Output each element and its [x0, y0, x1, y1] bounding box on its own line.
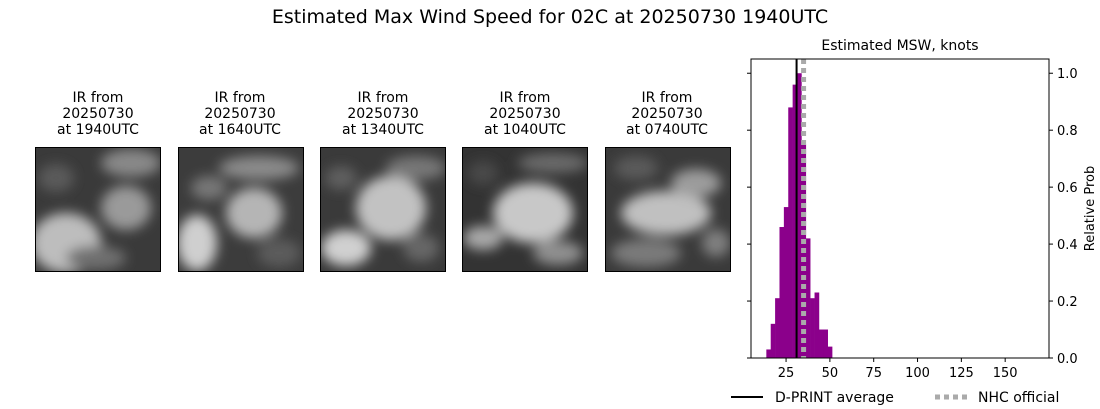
legend-label-nhc: NHC official	[978, 390, 1059, 406]
plot-frame	[750, 58, 1050, 359]
ir-panel-label-4: IR from 20250730 at 1040UTC	[455, 90, 595, 138]
histogram-bar	[805, 238, 811, 358]
x-tick-label: 100	[905, 366, 930, 381]
histogram-bar	[792, 84, 798, 358]
y-axis-ticks: 0.0 0.2 0.4 0.6 0.8 1.0	[747, 67, 1078, 367]
ir-label-time: at 1640UTC	[199, 122, 281, 138]
y-tick-label: 0.0	[1057, 352, 1078, 367]
y-tick-label: 0.4	[1057, 238, 1078, 253]
ir-label-line1: IR from	[214, 90, 266, 106]
chart-title: Estimated MSW, knots	[821, 38, 978, 54]
ir-label-line1: IR from	[641, 90, 693, 106]
histogram-bar	[827, 346, 833, 358]
histogram-bars	[766, 73, 833, 359]
y-tick-label: 0.2	[1057, 295, 1078, 310]
ir-label-date: 20250730	[62, 106, 134, 122]
histogram-bar	[775, 298, 780, 358]
y-axis-label: Relative Prob	[1083, 166, 1098, 251]
x-tick-label: 50	[822, 366, 839, 381]
x-tick-label: 125	[949, 366, 974, 381]
histogram-bar	[797, 73, 802, 358]
ir-image-4	[462, 147, 588, 272]
histogram-bar	[814, 292, 820, 358]
ir-image-1	[35, 147, 161, 272]
ir-label-date: 20250730	[631, 106, 703, 122]
reference-lines	[795, 59, 807, 358]
ir-panel-label-3: IR from 20250730 at 1340UTC	[313, 90, 453, 138]
ir-image-2	[178, 147, 304, 272]
histogram-bar	[779, 227, 785, 358]
x-tick-label: 25	[778, 366, 795, 381]
histogram-bar	[818, 329, 824, 358]
x-tick-label: 75	[865, 366, 882, 381]
y-tick-label: 1.0	[1057, 67, 1078, 82]
legend: D-PRINT average NHC official	[731, 390, 1059, 406]
histogram-bar	[770, 323, 776, 358]
ir-panel-label-5: IR from 20250730 at 0740UTC	[597, 90, 737, 138]
ir-label-date: 20250730	[489, 106, 561, 122]
ir-label-time: at 0740UTC	[626, 122, 708, 138]
histogram-bar	[810, 298, 815, 358]
ir-label-date: 20250730	[347, 106, 419, 122]
ir-image-5	[605, 147, 731, 272]
figure-title: Estimated Max Wind Speed for 02C at 2025…	[271, 6, 829, 28]
ir-image-3	[320, 147, 446, 272]
y-tick-label: 0.8	[1057, 124, 1078, 139]
ir-panel-label-1: IR from 20250730 at 1940UTC	[28, 90, 168, 138]
histogram-bar	[766, 349, 772, 358]
ir-label-time: at 1040UTC	[484, 122, 566, 138]
ir-label-line1: IR from	[357, 90, 409, 106]
x-axis-ticks: 25 50 75 100 125 150	[778, 358, 1018, 381]
histogram-bar	[788, 107, 793, 359]
ir-label-line1: IR from	[72, 90, 124, 106]
x-tick-label: 150	[993, 366, 1018, 381]
ir-panel-label-2: IR from 20250730 at 1640UTC	[170, 90, 310, 138]
ir-label-time: at 1940UTC	[57, 122, 139, 138]
histogram-bar	[823, 329, 828, 358]
ir-label-date: 20250730	[204, 106, 276, 122]
y-tick-label: 0.6	[1057, 181, 1078, 196]
ir-label-time: at 1340UTC	[342, 122, 424, 138]
ir-label-line1: IR from	[499, 90, 551, 106]
legend-label-dprint: D-PRINT average	[775, 390, 894, 406]
histogram-bar	[783, 207, 789, 358]
